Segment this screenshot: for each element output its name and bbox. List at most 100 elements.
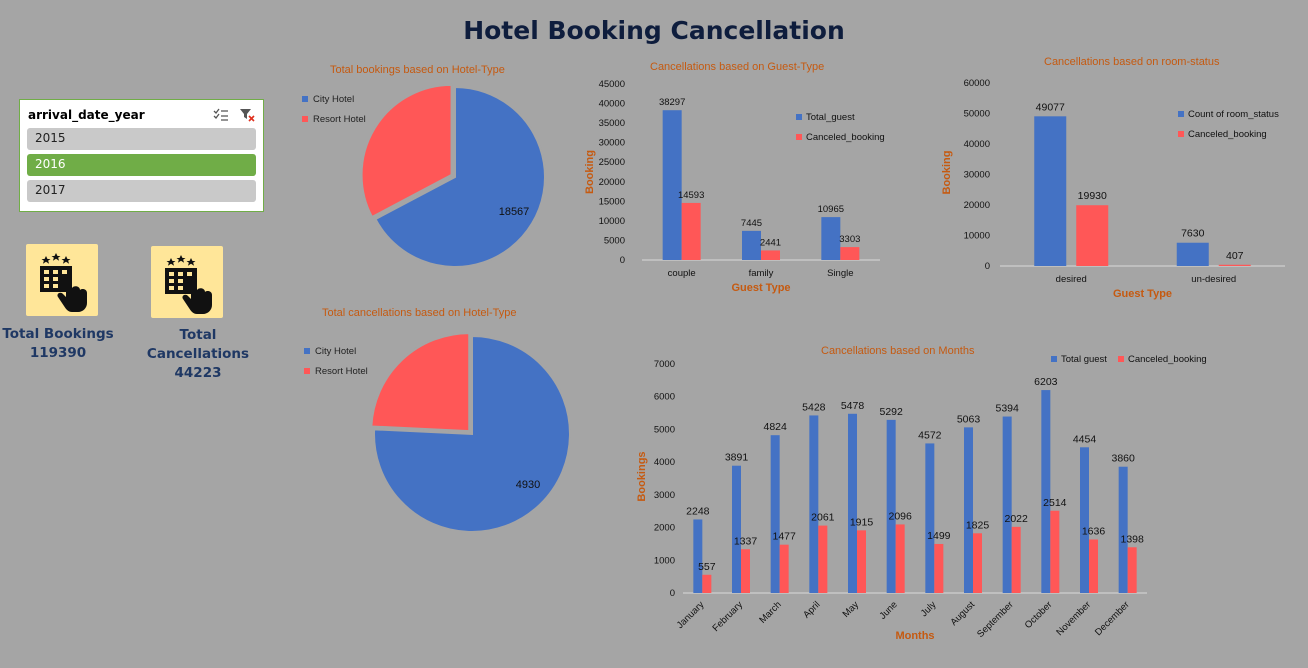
bar-canceled-booking	[1011, 526, 1021, 593]
bar-data-label: 1499	[927, 530, 951, 542]
bar-data-label: 14593	[678, 190, 704, 201]
y-tick-label: 10000	[599, 216, 625, 227]
legend-label: Canceled_booking	[1188, 129, 1267, 140]
bar-data-label: 7445	[741, 218, 762, 229]
bar-canceled-booking	[1127, 547, 1137, 593]
bar-data-label: 1825	[966, 519, 990, 531]
room-chart-title: Cancellations based on room-status	[1044, 56, 1220, 68]
x-tick-label: January	[675, 599, 707, 631]
multi-select-icon[interactable]	[213, 108, 229, 122]
bar-data-label: 2514	[1043, 497, 1067, 509]
slicer-item-2017[interactable]: 2017	[27, 180, 256, 202]
legend-swatch	[1051, 356, 1057, 362]
slicer-item-2015[interactable]: 2015	[27, 128, 256, 150]
bar-data-label: 1636	[1082, 525, 1106, 537]
y-axis-title: Booking	[584, 150, 596, 194]
bar-total-guest	[1002, 416, 1012, 593]
legend-label: City Hotel	[315, 346, 356, 357]
bar-canceled-booking	[1076, 205, 1109, 266]
bar-canceled-booking	[681, 202, 701, 260]
pie-slice-city-hotel	[374, 85, 546, 268]
y-tick-label: 5000	[654, 424, 675, 435]
bar-count-of-room-status	[1034, 116, 1067, 266]
y-tick-label: 30000	[599, 138, 625, 149]
bar-total-guest	[1080, 447, 1089, 593]
y-tick-label: 25000	[599, 157, 625, 168]
months-chart-title: Cancellations based on Months	[821, 345, 975, 357]
clear-filter-icon[interactable]	[239, 108, 255, 122]
bar-total-guest	[1118, 466, 1128, 593]
y-tick-label: 40000	[964, 139, 990, 150]
bar-canceled-booking	[1089, 539, 1098, 593]
x-tick-label: family	[749, 268, 774, 279]
bookings-kpi-tile	[26, 244, 98, 316]
bar-total-guest	[693, 519, 703, 593]
bar-total-guest	[848, 413, 857, 593]
bar-total-guest	[964, 427, 973, 593]
legend-swatch	[1118, 356, 1124, 362]
bar-data-label: 1398	[1120, 533, 1144, 545]
bar-count-of-room-status	[1176, 242, 1209, 266]
x-tick-label: Single	[827, 268, 853, 279]
y-tick-label: 30000	[964, 170, 990, 181]
guest-chart-title: Cancellations based on Guest-Type	[650, 61, 825, 73]
bar-total-guest	[821, 217, 841, 260]
x-tick-label: July	[919, 599, 939, 619]
pie-data-label: 18567	[499, 206, 530, 218]
bar-data-label: 2248	[686, 505, 710, 517]
slicer-item-2016[interactable]: 2016	[27, 154, 256, 176]
pie-slice-resort-hotel	[360, 83, 453, 219]
y-tick-label: 35000	[599, 118, 625, 129]
legend-label: Total_guest	[806, 112, 855, 123]
legend-label: Resort Hotel	[313, 114, 366, 125]
bar-data-label: 5428	[802, 401, 826, 413]
bar-data-label: 1915	[850, 516, 874, 528]
x-tick-label: February	[710, 599, 745, 634]
total-cancellations-label: Total Cancellations	[146, 327, 250, 362]
bar-data-label: 4824	[763, 421, 787, 433]
y-tick-label: 1000	[654, 555, 675, 566]
legend-swatch	[1178, 111, 1184, 117]
bar-data-label: 407	[1226, 250, 1244, 262]
bar-data-label: 4572	[918, 429, 942, 441]
bar-canceled-booking	[895, 524, 905, 593]
x-axis-title: Guest Type	[731, 282, 790, 294]
bar-data-label: 2096	[888, 510, 912, 522]
hotel-touch-icon	[165, 255, 212, 314]
x-tick-label: June	[877, 599, 899, 621]
y-tick-label: 5000	[604, 235, 625, 246]
x-tick-label: couple	[668, 268, 696, 279]
bar-total-guest	[742, 230, 761, 260]
legend-label: Canceled_booking	[1128, 354, 1207, 365]
x-tick-label: December	[1093, 599, 1132, 638]
y-tick-label: 2000	[654, 523, 675, 534]
y-tick-label: 40000	[599, 99, 625, 110]
bar-canceled-booking	[818, 525, 828, 593]
total-cancellations-kpi: Total Cancellations 44223	[128, 326, 268, 383]
bar-canceled-booking	[857, 530, 866, 593]
legend-swatch	[796, 134, 802, 140]
bar-data-label: 5394	[995, 403, 1019, 415]
bar-data-label: 10965	[818, 204, 844, 215]
y-tick-label: 20000	[599, 177, 625, 188]
bar-canceled-booking	[779, 544, 789, 593]
x-tick-label: October	[1023, 599, 1055, 631]
y-tick-label: 50000	[964, 109, 990, 120]
legend-swatch	[302, 96, 308, 102]
bar-canceled-booking	[741, 549, 750, 593]
dashboard-title: Hotel Booking Cancellation	[463, 16, 845, 45]
x-tick-label: November	[1054, 599, 1093, 638]
y-axis-title: Booking	[941, 151, 953, 195]
year-slicer[interactable]: arrival_date_year 2015 2016 2017	[19, 99, 264, 212]
bar-data-label: 2022	[1004, 513, 1028, 525]
bookings-pie-title: Total bookings based on Hotel-Type	[330, 64, 505, 76]
pie-slice-resort-hotel	[370, 332, 471, 433]
y-axis-title: Bookings	[636, 451, 648, 501]
x-tick-label: un-desired	[1191, 274, 1236, 285]
x-tick-label: March	[757, 599, 783, 625]
y-tick-label: 6000	[654, 392, 675, 403]
legend-swatch	[302, 116, 308, 122]
x-tick-label: April	[801, 599, 822, 620]
y-tick-label: 4000	[654, 457, 675, 468]
